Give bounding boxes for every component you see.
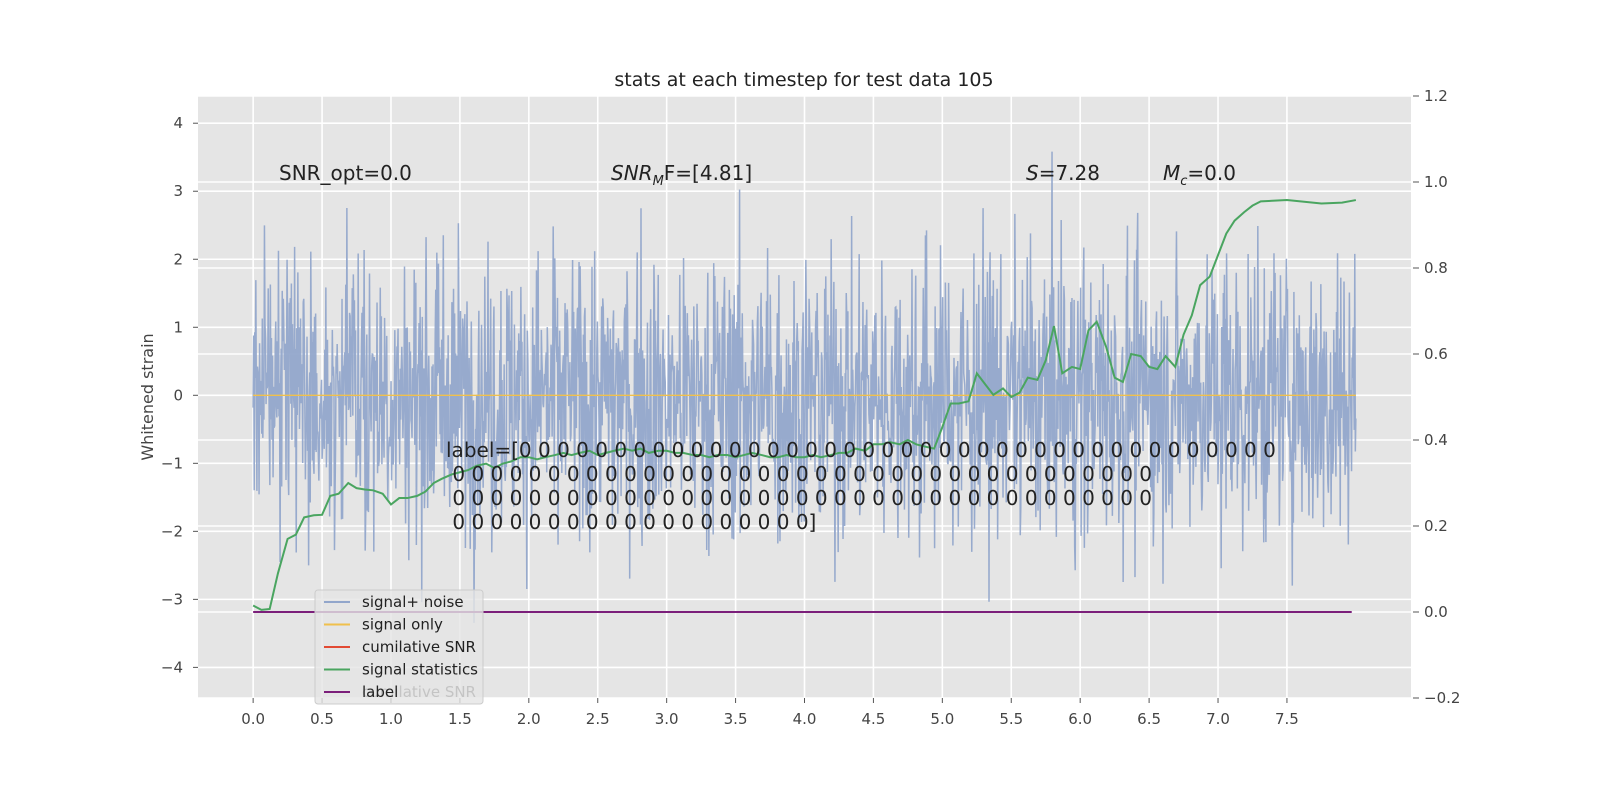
x-tick-label: 4.0 [793, 710, 817, 728]
y-tick-label: 4 [173, 114, 183, 132]
x-tick-label: 4.5 [861, 710, 885, 728]
x-tick-label: 0.5 [310, 710, 334, 728]
label-line-2: 0 0 0 0 0 0 0 0 0 0 0 0 0 0 0 0 0 0 0 0 … [446, 462, 1152, 486]
legend-hidden-text: cumilative SNR [362, 683, 476, 701]
snr-mf-value: F=[4.81] [664, 161, 752, 185]
y2-tick-label: 1.0 [1424, 173, 1448, 191]
legend-box [314, 589, 484, 705]
signal-statistics-line [252, 199, 1357, 611]
label-line-4: 0 0 0 0 0 0 0 0 0 0 0 0 0 0 0 0 0 0 0] [446, 510, 816, 534]
x-tick-label: 6.5 [1137, 710, 1161, 728]
x-tick-label: 3.0 [655, 710, 679, 728]
y-tick-label: 1 [173, 318, 183, 336]
signal-noise-line [252, 151, 1357, 623]
mc-value: =0.0 [1187, 161, 1236, 185]
legend-label: signal statistics [362, 661, 478, 679]
x-tick-label: 2.0 [517, 710, 541, 728]
snr-mf-symbol: SNR [611, 161, 653, 185]
y-axis-label: Whitened strain [138, 333, 157, 460]
x-tick-label: 7.0 [1206, 710, 1230, 728]
y-tick-label: −3 [161, 590, 183, 608]
snr-mf-subscript: M [653, 174, 664, 189]
legend-label: cumilative SNR [362, 638, 476, 656]
snr-mf-annotation: SNRMF=[4.81] [611, 161, 752, 189]
y-tick-label: −1 [161, 454, 183, 472]
y2-tick-label: 1.2 [1424, 87, 1448, 105]
signal-noise-series [252, 151, 1357, 623]
y-tick-label: 2 [173, 250, 183, 268]
x-tick-label: 0.0 [241, 710, 265, 728]
x-tick-label: 7.5 [1275, 710, 1299, 728]
mc-symbol: M [1163, 161, 1180, 185]
mc-annotation: Mc=0.0 [1163, 161, 1236, 189]
y2-tick-label: 0.6 [1424, 345, 1448, 363]
y2-tick-label: 0.4 [1424, 431, 1448, 449]
y-tick-label: −2 [161, 522, 183, 540]
chart-title: stats at each timestep for test data 105 [614, 69, 993, 91]
x-tick-label: 6.0 [1068, 710, 1092, 728]
x-tick-label: 5.0 [930, 710, 954, 728]
y-tick-label: −4 [161, 658, 183, 676]
axis-ticks: 0.0 0.5 1.0 1.5 2.0 2.5 3.0 3.5 4.0 4.5 5.0 5.5 6.0 6… [161, 87, 1461, 728]
snr-opt-annotation: SNR_opt=0.0 [279, 161, 412, 185]
legend: cumilative SNR signal+ noise signal only c… [314, 589, 484, 705]
x-tick-label: 5.5 [999, 710, 1023, 728]
x-tick-label: 1.5 [448, 710, 472, 728]
legend-label: signal+ noise [362, 593, 464, 611]
legend-label: signal only [362, 616, 443, 634]
y2-tick-label: −0.2 [1424, 689, 1460, 707]
s-value: =7.28 [1039, 161, 1100, 185]
y2-tick-label: 0.2 [1424, 517, 1448, 535]
x-tick-label: 2.5 [586, 710, 610, 728]
y-tick-label: 0 [173, 386, 183, 404]
legend-label: label [362, 683, 398, 701]
y2-tick-label: 0.0 [1424, 603, 1448, 621]
x-tick-label: 1.0 [379, 710, 403, 728]
legend-entries: signal+ noise signal only cumilative SNR si… [324, 593, 478, 701]
x-tick-label: 3.5 [724, 710, 748, 728]
y2-tick-label: 0.8 [1424, 259, 1448, 277]
y-tick-label: 3 [173, 182, 183, 200]
label-annotation: label=[0 0 0 0 0 0 0 0 0 0 0 0 0 0 0 0 0… [446, 438, 1276, 534]
s-annotation: S=7.28 [1026, 161, 1100, 185]
s-symbol: S [1026, 161, 1039, 185]
label-line-3: 0 0 0 0 0 0 0 0 0 0 0 0 0 0 0 0 0 0 0 0 … [446, 486, 1152, 510]
mc-subscript: c [1180, 174, 1187, 189]
label-line-1: label=[0 0 0 0 0 0 0 0 0 0 0 0 0 0 0 0 0… [446, 438, 1276, 462]
